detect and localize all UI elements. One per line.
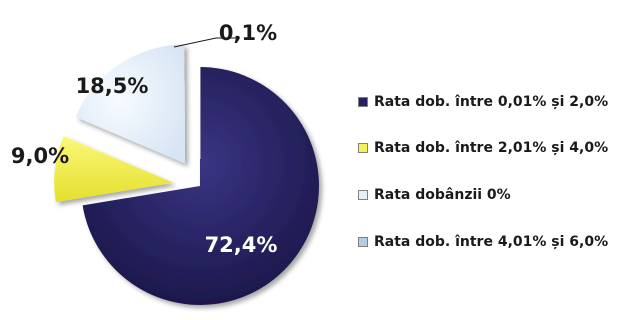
data-label-blue: 0,1% <box>219 21 277 45</box>
legend-label: Rata dobânzii 0% <box>374 187 511 203</box>
pie-data-labels: 72,4% 9,0% 18,5% 0,1% <box>11 21 278 257</box>
pie-slice-light <box>75 44 186 164</box>
legend-item-4-01-6-0: Rata dob. între 4,01% și 6,0% <box>358 232 608 252</box>
pie-slice-blue <box>198 39 201 160</box>
pie-slice-yellow <box>54 136 174 203</box>
legend-swatch <box>358 190 368 200</box>
pie-slice-navy <box>82 67 320 305</box>
legend-label: Rata dob. între 4,01% și 6,0% <box>374 234 609 250</box>
leader-line <box>173 37 240 48</box>
data-label-yellow: 9,0% <box>11 144 69 168</box>
legend-item-0-01-2-0: Rata dob. între 0,01% și 2,0% <box>358 92 608 112</box>
legend-label: Rata dob. între 2,01% și 4,0% <box>374 140 609 156</box>
legend-swatch <box>358 97 368 107</box>
legend-item-zero: Rata dobânzii 0% <box>358 185 511 205</box>
data-label-light: 18,5% <box>76 74 149 98</box>
legend-label: Rata dob. între 0,01% și 2,0% <box>374 94 609 110</box>
legend-swatch <box>358 143 368 153</box>
data-label-navy: 72,4% <box>205 233 278 257</box>
legend-item-2-01-4-0: Rata dob. între 2,01% și 4,0% <box>358 138 608 158</box>
legend-swatch <box>358 237 368 247</box>
pie-slices <box>54 39 320 305</box>
